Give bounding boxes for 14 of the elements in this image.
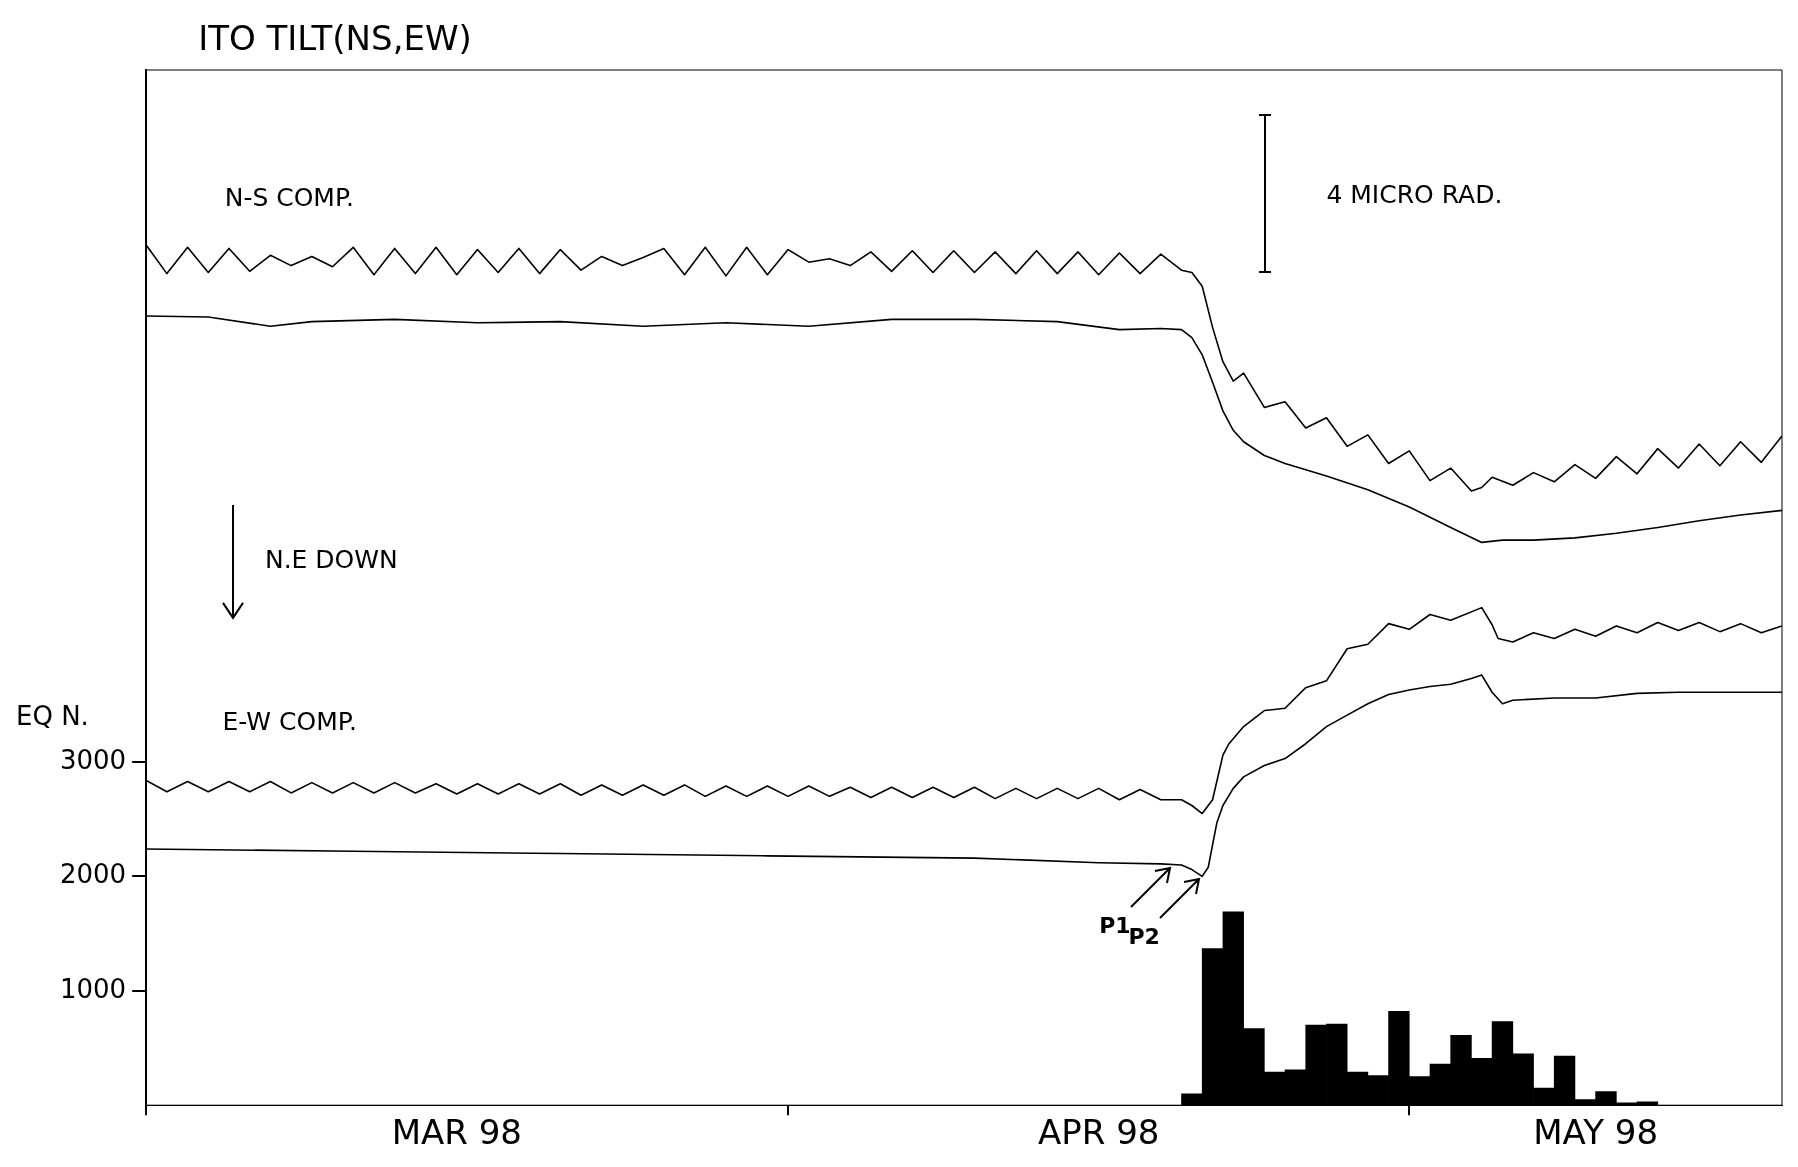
x-tick-label: MAY 98 [1533, 1112, 1659, 1153]
annotation: N-S COMP. [224, 182, 355, 212]
x-tick-label: MAR 98 [391, 1112, 522, 1153]
x-tick-label: APR 98 [1037, 1112, 1160, 1153]
annotation: N.E DOWN [264, 545, 398, 575]
y-axis-title: EQ N. [16, 700, 89, 731]
annotation: P1 [1099, 912, 1131, 938]
y-tick-label: 1000 [60, 973, 127, 1004]
annotation: E-W COMP. [222, 706, 357, 736]
y-tick-label: 3000 [60, 744, 127, 775]
annotation: 4 MICRO RAD. [1326, 179, 1503, 209]
annotation: P2 [1128, 924, 1160, 950]
chart-title: ITO TILT(NS,EW) [198, 18, 472, 58]
y-tick-label: 2000 [60, 859, 127, 890]
